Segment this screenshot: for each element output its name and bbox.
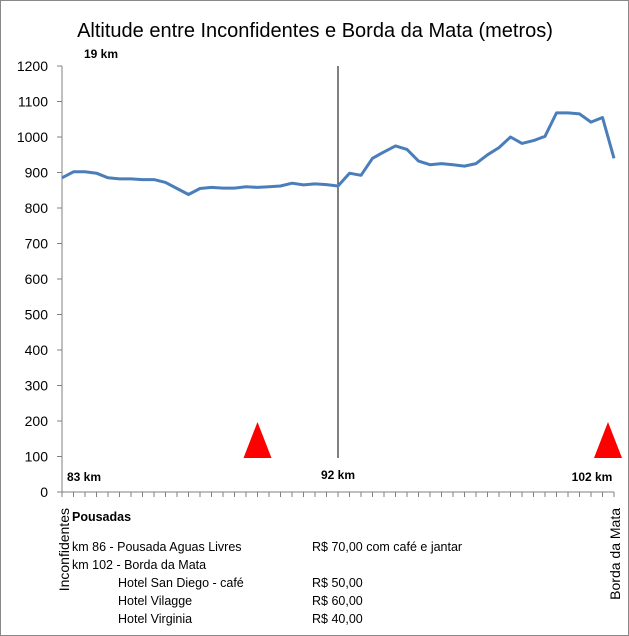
km-label-end: 102 km xyxy=(572,470,613,484)
pousada-name: km 86 - Pousada Aguas Livres xyxy=(72,540,242,554)
pousada-name: Hotel Vilagge xyxy=(118,594,193,608)
pousada-name: Hotel Virginia xyxy=(118,612,193,626)
y-tick-label: 500 xyxy=(25,307,49,323)
pousada-price: R$ 60,00 xyxy=(312,594,363,608)
pousada-name: Hotel San Diego - café xyxy=(118,576,244,590)
pousada-price: R$ 50,00 xyxy=(312,576,363,590)
altitude-series-line xyxy=(61,111,616,196)
pousada-row: Hotel San Diego - café R$ 50,00 xyxy=(72,574,363,592)
category-label-start: Inconfidentes xyxy=(56,508,72,591)
km-label-start: 83 km xyxy=(67,470,101,484)
pousada-row: Hotel Virginia R$ 40,00 xyxy=(72,610,363,628)
y-tick-label: 900 xyxy=(25,165,49,181)
y-tick-label: 300 xyxy=(25,378,49,394)
y-tick-label: 1200 xyxy=(17,58,48,74)
km-label-middle: 92 km xyxy=(321,468,355,482)
y-tick-label: 200 xyxy=(25,413,49,429)
pousada-name: km 102 - Borda da Mata xyxy=(72,558,207,572)
pousada-row: km 102 - Borda da Mata xyxy=(72,556,206,574)
y-tick-label: 700 xyxy=(25,236,49,252)
y-tick-label: 1100 xyxy=(18,94,48,110)
pousadas-heading: Pousadas xyxy=(72,510,132,524)
km-marker-label: 19 km xyxy=(84,47,118,61)
red-triangle-marker xyxy=(243,422,272,458)
category-label-end: Borda da Mata xyxy=(607,508,623,600)
pousada-row: km 86 - Pousada Aguas Livres R$ 70,00 com… xyxy=(72,538,462,556)
y-tick-label: 600 xyxy=(25,271,49,287)
chart-title: Altitude entre Inconfidentes e Borda da … xyxy=(77,20,553,42)
pousadas-table: Pousadas km 86 - Pousada Aguas Livres R$ … xyxy=(72,510,462,628)
pousada-price: R$ 70,00 com café e jantar xyxy=(312,540,463,554)
y-tick-label: 1000 xyxy=(17,129,48,145)
red-triangle-marker xyxy=(594,422,622,458)
y-tick-label: 100 xyxy=(25,449,49,465)
pousada-row: Hotel Vilagge R$ 60,00 xyxy=(72,592,363,610)
pousada-price: R$ 40,00 xyxy=(312,612,363,626)
y-tick-label: 400 xyxy=(25,342,49,358)
y-tick-label: 0 xyxy=(40,484,48,500)
y-tick-label: 800 xyxy=(25,200,49,216)
